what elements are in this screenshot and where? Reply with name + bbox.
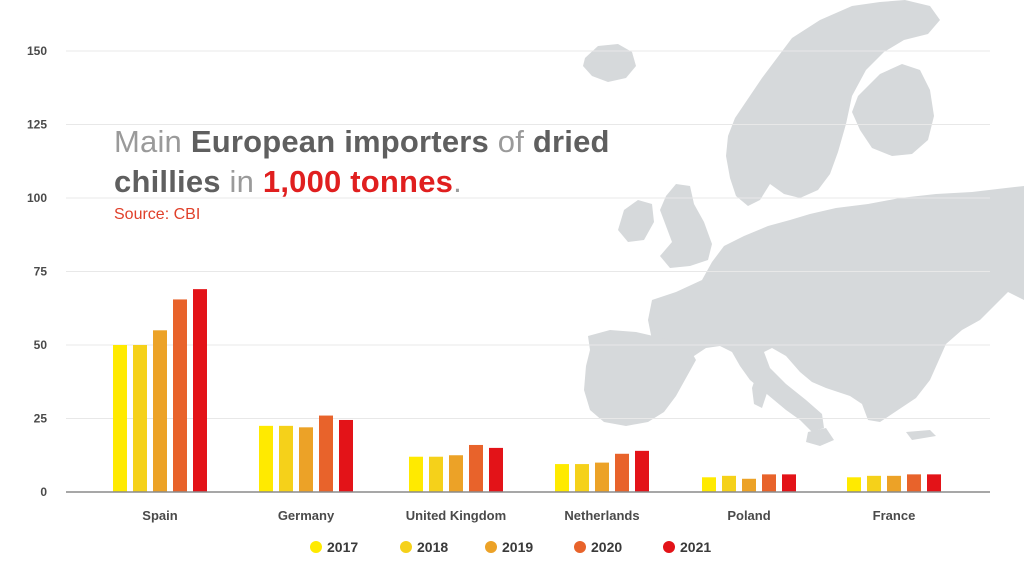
- bar-2020-france: [907, 474, 921, 492]
- bar-2021-germany: [339, 419, 353, 492]
- bar-2018-france: [867, 475, 881, 492]
- bar-2021-poland: [782, 474, 796, 492]
- chart-source: Source: CBI: [114, 206, 201, 223]
- title-part: of: [488, 124, 533, 159]
- title-part: chillies: [114, 164, 221, 199]
- bar-2021-netherlands: [635, 450, 649, 492]
- map-sicily: [806, 428, 834, 446]
- title-part: Main: [114, 124, 191, 159]
- bar-2019-netherlands: [595, 462, 609, 492]
- bar-2020-spain: [173, 299, 187, 492]
- bar-2021-spain: [193, 289, 207, 492]
- map-finland: [852, 64, 934, 156]
- x-category-label: Spain: [142, 508, 177, 523]
- title-part: in: [220, 164, 263, 199]
- bar-2020-netherlands: [615, 453, 629, 492]
- bar-2018-poland: [722, 475, 736, 492]
- europe-map: [583, 0, 1024, 446]
- x-category-label: France: [873, 508, 916, 523]
- legend-swatch: [310, 541, 322, 553]
- bar-2018-spain: [133, 345, 147, 492]
- bar-2018-netherlands: [575, 464, 589, 492]
- title-part: European importers: [190, 124, 489, 159]
- title-part: .: [453, 164, 462, 199]
- bar-2020-poland: [762, 474, 776, 492]
- bar-2017-spain: [113, 345, 127, 492]
- bar-2019-france: [887, 475, 901, 492]
- bar-2017-france: [847, 477, 861, 492]
- map-scandinavia: [726, 0, 940, 206]
- bar-2017-germany: [259, 425, 273, 492]
- y-tick-label: 0: [40, 485, 47, 499]
- bar-2019-poland: [742, 478, 756, 492]
- legend-swatch: [663, 541, 675, 553]
- map-crete: [906, 430, 936, 440]
- legend-label: 2017: [327, 539, 358, 555]
- map-ireland: [618, 200, 654, 242]
- legend-swatch: [400, 541, 412, 553]
- chart-title-block: Main European importers of dried chillie…: [114, 122, 634, 224]
- map-iberia: [584, 330, 696, 426]
- title-part: dried: [532, 124, 610, 159]
- legend-label: 2021: [680, 539, 711, 555]
- title-part: 1,000 tonnes: [262, 164, 454, 199]
- y-tick-label: 50: [34, 338, 48, 352]
- bar-2020-germany: [319, 415, 333, 492]
- bar-2017-poland: [702, 477, 716, 492]
- bar-2017-united-kingdom: [409, 456, 423, 492]
- bar-2019-united-kingdom: [449, 455, 463, 492]
- map-mainland: [648, 186, 1024, 432]
- legend-swatch: [485, 541, 497, 553]
- y-tick-label: 75: [34, 265, 48, 279]
- x-category-labels: Spain Germany United Kingdom Netherlands Pol…: [142, 508, 915, 523]
- y-tick-labels: 0 25 50 75 100 125 150: [27, 44, 47, 499]
- x-category-label: United Kingdom: [406, 508, 506, 523]
- y-tick-label: 150: [27, 44, 47, 58]
- legend-label: 2020: [591, 539, 622, 555]
- map-gb: [660, 184, 712, 268]
- bar-2018-germany: [279, 425, 293, 492]
- chart-title-line-1: Main European importers of dried: [114, 122, 634, 162]
- bar-series: [113, 289, 941, 492]
- map-sardinia: [752, 372, 768, 408]
- legend: 2017 2018 2019 2020 2021: [310, 539, 711, 555]
- bar-2021-france: [927, 474, 941, 492]
- map-iceland: [583, 44, 636, 82]
- bar-2019-spain: [153, 330, 167, 492]
- legend-swatch: [574, 541, 586, 553]
- x-category-label: Poland: [727, 508, 770, 523]
- y-tick-label: 125: [27, 118, 47, 132]
- y-tick-label: 25: [34, 412, 48, 426]
- y-gridlines: [66, 50, 990, 419]
- bar-2017-netherlands: [555, 464, 569, 492]
- y-tick-label: 100: [27, 191, 47, 205]
- chart-title-line-2: chillies in 1,000 tonnes.: [114, 162, 634, 202]
- x-category-label: Netherlands: [564, 508, 639, 523]
- bar-2020-united-kingdom: [469, 444, 483, 492]
- legend-label: 2019: [502, 539, 533, 555]
- bar-2018-united-kingdom: [429, 456, 443, 492]
- x-category-label: Germany: [278, 508, 335, 523]
- legend-label: 2018: [417, 539, 448, 555]
- bar-2019-germany: [299, 427, 313, 492]
- bar-2021-united-kingdom: [489, 447, 503, 492]
